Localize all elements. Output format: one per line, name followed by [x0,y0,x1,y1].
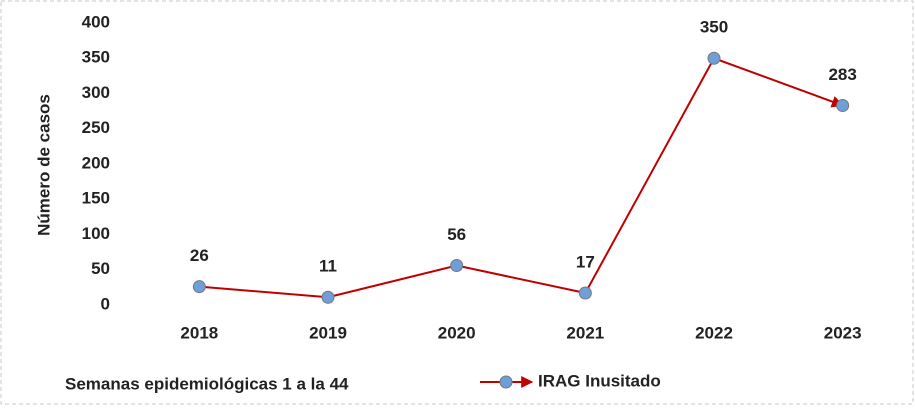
data-label: 283 [828,65,856,84]
data-label: 17 [576,252,595,271]
data-point [450,259,464,273]
y-tick-label: 300 [82,83,110,102]
x-tick-label: 2021 [566,323,604,342]
y-tick-label: 0 [101,294,110,313]
x-tick-label: 2020 [438,323,476,342]
x-tick-label: 2018 [180,323,218,342]
legend-marker [499,375,513,389]
data-label: 26 [190,246,209,265]
data-point [321,290,335,304]
data-point [836,98,850,112]
series-line [199,57,844,299]
y-tick-label: 250 [82,118,110,137]
y-tick-label: 150 [82,189,110,208]
x-axis-title: Semanas epidemiológicas 1 a la 44 [65,374,349,393]
legend-label: IRAG Inusitado [538,371,661,390]
y-tick-label: 400 [82,12,110,31]
data-point [578,286,592,300]
x-tick-label: 2023 [824,323,862,342]
data-label: 350 [700,18,728,37]
y-axis-title: Número de casos [34,94,53,236]
y-tick-label: 50 [91,259,110,278]
data-label: 56 [447,225,466,244]
y-tick-label: 350 [82,48,110,67]
x-tick-label: 2022 [695,323,733,342]
data-point [707,51,721,65]
y-tick-label: 200 [82,153,110,172]
y-tick-label: 100 [82,224,110,243]
data-label: 11 [319,257,337,276]
data-point [192,280,206,294]
x-tick-label: 2019 [309,323,347,342]
